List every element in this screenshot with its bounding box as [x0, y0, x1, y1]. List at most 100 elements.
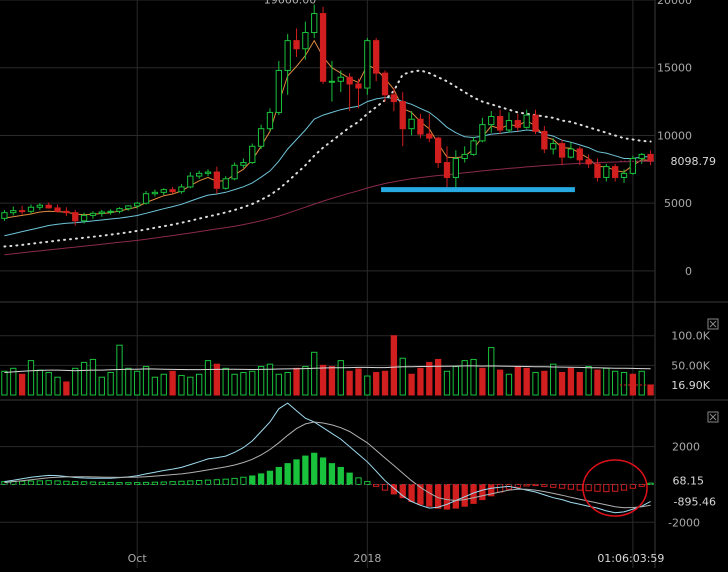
- candle[interactable]: [373, 37, 380, 82]
- volume-bar: [80, 361, 88, 396]
- candle[interactable]: [18, 205, 26, 215]
- candle[interactable]: [257, 124, 265, 149]
- candle[interactable]: [355, 78, 362, 109]
- candle[interactable]: [231, 162, 238, 181]
- candle[interactable]: [89, 211, 97, 219]
- candle[interactable]: [603, 163, 610, 182]
- candle-body-down: [63, 210, 70, 214]
- candle[interactable]: [585, 154, 592, 168]
- candle[interactable]: [470, 136, 477, 156]
- candle[interactable]: [567, 142, 575, 159]
- candle-body-down: [399, 101, 406, 130]
- volume-bar: [514, 366, 521, 396]
- candle[interactable]: [240, 158, 247, 168]
- candle[interactable]: [187, 172, 194, 189]
- candle-countdown-label: 01:06:03:59: [597, 552, 664, 565]
- candle[interactable]: [134, 201, 141, 209]
- candle[interactable]: [80, 212, 88, 224]
- candle[interactable]: [72, 209, 79, 226]
- macd-tick-label: -2000: [668, 516, 700, 529]
- candle[interactable]: [293, 28, 300, 57]
- candle[interactable]: [337, 70, 344, 93]
- candle[interactable]: [346, 73, 353, 112]
- candle[interactable]: [125, 205, 132, 211]
- candle[interactable]: [107, 209, 114, 215]
- candle[interactable]: [532, 109, 539, 135]
- candle[interactable]: [523, 109, 530, 129]
- candle[interactable]: [541, 125, 548, 154]
- candle[interactable]: [558, 139, 566, 166]
- candle[interactable]: [178, 184, 185, 194]
- volume-bar: [54, 376, 61, 396]
- candle[interactable]: [364, 37, 371, 95]
- macd-histogram-bar: [80, 481, 88, 485]
- candle[interactable]: [594, 158, 601, 182]
- candle[interactable]: [45, 202, 52, 209]
- candle[interactable]: [10, 206, 17, 216]
- candle[interactable]: [36, 203, 43, 210]
- candle[interactable]: [514, 113, 521, 132]
- candle-body-up: [178, 186, 185, 193]
- candle[interactable]: [408, 111, 415, 136]
- candle[interactable]: [479, 117, 486, 143]
- candle[interactable]: [1, 209, 8, 221]
- candle[interactable]: [461, 146, 468, 163]
- candle[interactable]: [399, 92, 406, 147]
- candle[interactable]: [426, 113, 433, 143]
- macd-histogram-bar: [514, 483, 521, 488]
- candle[interactable]: [629, 155, 637, 175]
- macd-histogram-bar: [567, 483, 575, 490]
- candle[interactable]: [142, 190, 150, 205]
- macd-histogram-bar: [612, 483, 619, 492]
- candle[interactable]: [222, 176, 229, 190]
- candle[interactable]: [390, 88, 398, 112]
- candle[interactable]: [116, 207, 123, 214]
- candle[interactable]: [328, 60, 336, 102]
- candle-body-up: [505, 120, 513, 131]
- candle[interactable]: [27, 204, 35, 214]
- volume-panel[interactable]: [1, 335, 655, 396]
- candle[interactable]: [160, 188, 167, 196]
- candle[interactable]: [54, 204, 61, 213]
- candle[interactable]: [550, 138, 557, 155]
- candle[interactable]: [63, 207, 70, 217]
- volume-bar: [364, 375, 371, 396]
- macd-panel-close-icon[interactable]: [707, 411, 719, 423]
- candle[interactable]: [620, 169, 628, 183]
- candle[interactable]: [249, 143, 256, 164]
- candle[interactable]: [151, 189, 159, 197]
- candle[interactable]: [638, 153, 645, 164]
- candle-body-up: [461, 153, 468, 159]
- candle[interactable]: [612, 163, 619, 182]
- candle[interactable]: [302, 21, 309, 60]
- candle[interactable]: [213, 166, 221, 194]
- annotation-ellipse[interactable]: [582, 459, 648, 517]
- candle[interactable]: [443, 146, 451, 190]
- candle[interactable]: [417, 113, 424, 139]
- candle[interactable]: [98, 209, 105, 217]
- candle[interactable]: [275, 60, 282, 116]
- candle[interactable]: [434, 136, 442, 168]
- candle-body-down: [532, 114, 539, 132]
- candle[interactable]: [496, 109, 504, 135]
- volume-panel-close-icon[interactable]: [707, 318, 719, 330]
- volume-bar: [470, 358, 477, 396]
- macd-panel[interactable]: [0, 402, 655, 517]
- price-panel[interactable]: 19666.00: [1, 0, 655, 256]
- candle[interactable]: [647, 150, 654, 166]
- candle[interactable]: [488, 111, 495, 133]
- candle[interactable]: [169, 186, 176, 194]
- candle[interactable]: [381, 70, 389, 102]
- candle[interactable]: [266, 108, 274, 132]
- candle[interactable]: [196, 170, 203, 179]
- candle[interactable]: [505, 112, 513, 133]
- candle[interactable]: [452, 150, 459, 190]
- candle-body-down: [169, 189, 176, 193]
- volume-bar: [196, 373, 203, 396]
- candle[interactable]: [311, 4, 318, 38]
- candle[interactable]: [319, 6, 327, 84]
- candle[interactable]: [204, 169, 212, 177]
- candle[interactable]: [284, 33, 291, 95]
- candle[interactable]: [576, 146, 583, 166]
